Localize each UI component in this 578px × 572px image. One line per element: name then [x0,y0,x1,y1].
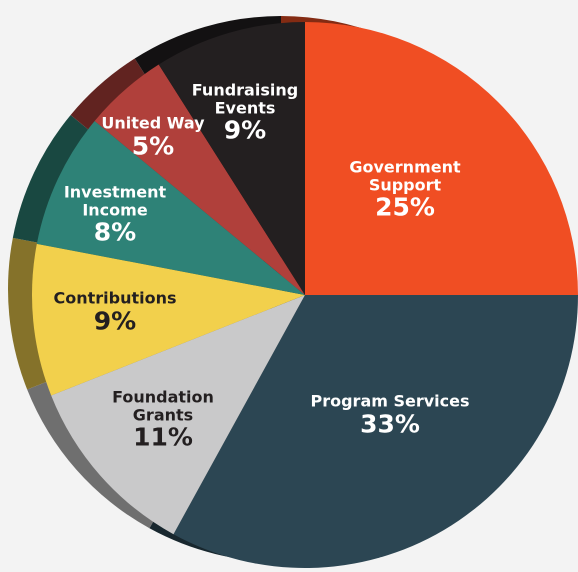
category-label: Contributions [53,288,177,308]
value-label: 9% [223,115,267,145]
slice-label: Fundraising Events 9% [190,80,300,145]
category-label: Government Support [349,157,461,195]
value-label: 5% [131,131,175,161]
slice-label: Foundation Grants 11% [108,387,218,452]
category-label: Investment Income [63,182,167,220]
category-label: Fundraising Events [191,80,299,118]
slice-label: Government Support 25% [340,157,470,222]
category-label: Foundation Grants [112,387,214,425]
value-label: 33% [360,409,420,439]
value-label: 11% [133,422,193,452]
slice [305,22,578,295]
slice-label: Contributions 9% [35,289,195,334]
slice [31,243,305,396]
slice [158,22,305,295]
slice-label: United Way 5% [88,114,218,159]
category-label: United Way [101,113,205,133]
value-label: 8% [93,217,137,247]
slice [36,120,306,296]
slice-label: Investment Income 8% [60,182,170,247]
value-label: 25% [375,192,435,222]
slice [51,295,305,535]
value-label: 9% [93,306,137,336]
category-label: Program Services [310,391,470,411]
slice [173,295,578,568]
slice [94,64,305,295]
slice-label: Program Services 33% [280,392,500,437]
